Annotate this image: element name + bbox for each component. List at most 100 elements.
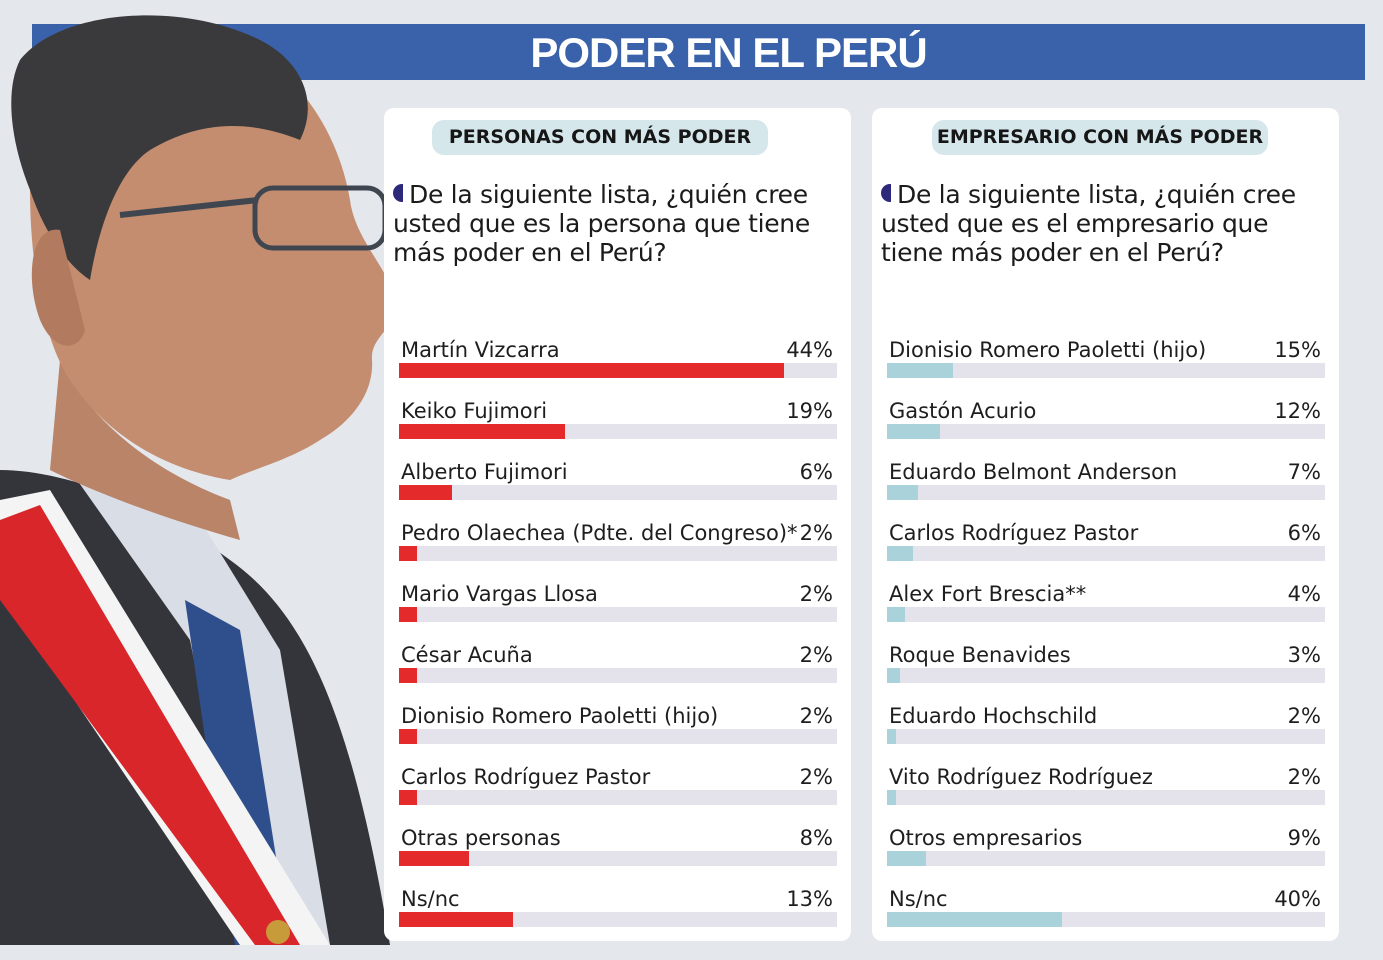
bar-value: 12% <box>1274 399 1321 423</box>
bar-row: Carlos Rodríguez Pastor 2% <box>384 765 851 825</box>
half-circle-icon <box>393 184 403 202</box>
bar-value: 7% <box>1287 460 1321 484</box>
bar <box>887 363 953 378</box>
bar-label: Alex Fort Brescia** <box>889 582 1087 606</box>
bar-track <box>399 363 837 378</box>
bar-row: Pedro Olaechea (Pdte. del Congreso)* 2% <box>384 521 851 581</box>
bar-value: 8% <box>799 826 833 850</box>
bar-value: 2% <box>799 765 833 789</box>
bar-row: Martín Vizcarra 44% <box>384 338 851 398</box>
portrait-illustration <box>0 15 396 945</box>
page-title: PODER EN EL PERÚ <box>530 29 927 76</box>
bar <box>399 424 565 439</box>
bar-row: Eduardo Hochschild 2% <box>872 704 1339 764</box>
bar-label: Pedro Olaechea (Pdte. del Congreso)* <box>401 521 798 545</box>
bar-chart-personas: Martín Vizcarra 44% Keiko Fujimori 19% Alber… <box>384 108 851 941</box>
bar-track <box>399 485 837 500</box>
bar-track <box>887 424 1325 439</box>
bar <box>399 546 417 561</box>
bar-row: Eduardo Belmont Anderson 7% <box>872 460 1339 520</box>
question-text: De la siguiente lista, ¿quién cree usted… <box>881 180 1296 267</box>
panel-empresarios: EMPRESARIO CON MÁS PODER De la siguiente… <box>872 108 1339 941</box>
bar-track <box>399 668 837 683</box>
bar-label: Gastón Acurio <box>889 399 1037 423</box>
bar-chart-empresarios: Dionisio Romero Paoletti (hijo) 15% Gastón… <box>872 108 1339 941</box>
bar-label: Dionisio Romero Paoletti (hijo) <box>401 704 719 728</box>
half-circle-icon <box>881 184 891 202</box>
bar-track <box>887 485 1325 500</box>
bar-row: César Acuña 2% <box>384 643 851 703</box>
bar-label: César Acuña <box>401 643 533 667</box>
bar-label: Roque Benavides <box>889 643 1071 667</box>
bar-label: Ns/nc <box>401 887 460 911</box>
bar <box>399 851 469 866</box>
bar-track <box>399 546 837 561</box>
bar-row: Carlos Rodríguez Pastor 6% <box>872 521 1339 581</box>
bar-row: Ns/nc 40% <box>872 887 1339 947</box>
bar-row: Ns/nc 13% <box>384 887 851 947</box>
bar <box>399 668 417 683</box>
bar <box>399 912 513 927</box>
bar-track <box>399 729 837 744</box>
bar-row: Mario Vargas Llosa 2% <box>384 582 851 642</box>
bar-track <box>887 790 1325 805</box>
bar-row: Dionisio Romero Paoletti (hijo) 2% <box>384 704 851 764</box>
bar-track <box>399 851 837 866</box>
bar-track <box>399 424 837 439</box>
bar <box>887 607 905 622</box>
bar-value: 2% <box>1287 765 1321 789</box>
bar <box>399 363 784 378</box>
bar-value: 2% <box>799 643 833 667</box>
bar-value: 19% <box>786 399 833 423</box>
bar-label: Ns/nc <box>889 887 948 911</box>
bar-value: 2% <box>1287 704 1321 728</box>
panel-personas: PERSONAS CON MÁS PODER De la siguiente l… <box>384 108 851 941</box>
bar-value: 3% <box>1287 643 1321 667</box>
panel-header-empresarios: EMPRESARIO CON MÁS PODER <box>932 120 1268 155</box>
bar <box>887 912 1062 927</box>
bar <box>887 851 926 866</box>
bar-label: Dionisio Romero Paoletti (hijo) <box>889 338 1207 362</box>
bar <box>887 485 918 500</box>
bar-track <box>887 607 1325 622</box>
bar-label: Vito Rodríguez Rodríguez <box>889 765 1153 789</box>
bar <box>399 485 452 500</box>
bar-value: 9% <box>1287 826 1321 850</box>
bar <box>887 729 896 744</box>
bar-value: 2% <box>799 582 833 606</box>
bar-label: Carlos Rodríguez Pastor <box>401 765 651 789</box>
bar-label: Carlos Rodríguez Pastor <box>889 521 1139 545</box>
bar <box>399 607 417 622</box>
bar-label: Alberto Fujimori <box>401 460 568 484</box>
bar <box>887 668 900 683</box>
bar-label: Eduardo Belmont Anderson <box>889 460 1178 484</box>
bar-track <box>887 546 1325 561</box>
bar-row: Dionisio Romero Paoletti (hijo) 15% <box>872 338 1339 398</box>
bar-track <box>887 729 1325 744</box>
bar-label: Otros empresarios <box>889 826 1083 850</box>
bar-value: 44% <box>786 338 833 362</box>
bar-track <box>887 668 1325 683</box>
question-empresarios: De la siguiente lista, ¿quién cree usted… <box>881 180 1321 267</box>
bar-row: Alex Fort Brescia** 4% <box>872 582 1339 642</box>
bar-row: Gastón Acurio 12% <box>872 399 1339 459</box>
bar-value: 13% <box>786 887 833 911</box>
bar-row: Alberto Fujimori 6% <box>384 460 851 520</box>
bar <box>399 729 417 744</box>
bar-track <box>399 607 837 622</box>
bar-row: Keiko Fujimori 19% <box>384 399 851 459</box>
bar-track <box>399 912 837 927</box>
bar-label: Martín Vizcarra <box>401 338 560 362</box>
bar-label: Mario Vargas Llosa <box>401 582 598 606</box>
panel-header-personas: PERSONAS CON MÁS PODER <box>432 120 768 155</box>
bar-track <box>399 790 837 805</box>
bar-label: Otras personas <box>401 826 561 850</box>
bar-track <box>887 363 1325 378</box>
bar-row: Otros empresarios 9% <box>872 826 1339 886</box>
bar-row: Vito Rodríguez Rodríguez 2% <box>872 765 1339 825</box>
bar <box>887 790 896 805</box>
bar-label: Keiko Fujimori <box>401 399 548 423</box>
question-personas: De la siguiente lista, ¿quién cree usted… <box>393 180 833 267</box>
bar <box>399 790 417 805</box>
bar-value: 15% <box>1274 338 1321 362</box>
